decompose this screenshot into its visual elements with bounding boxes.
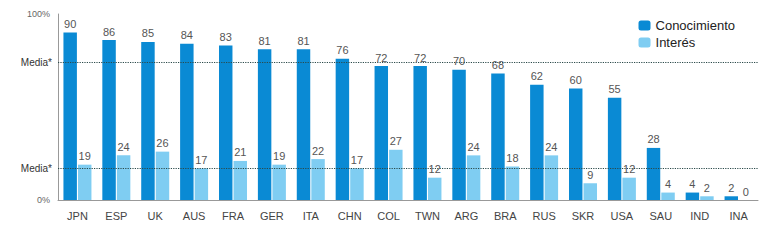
svg-text:RUS: RUS <box>532 210 555 222</box>
svg-text:27: 27 <box>390 135 402 147</box>
svg-text:CHN: CHN <box>338 210 362 222</box>
svg-text:SAU: SAU <box>649 210 672 222</box>
svg-text:AUS: AUS <box>183 210 206 222</box>
svg-text:100%: 100% <box>27 9 50 19</box>
svg-text:68: 68 <box>492 59 504 71</box>
svg-text:4: 4 <box>689 178 695 190</box>
svg-text:4: 4 <box>665 178 671 190</box>
svg-text:55: 55 <box>608 83 620 95</box>
svg-text:76: 76 <box>336 44 348 56</box>
svg-text:GER: GER <box>260 210 284 222</box>
svg-text:USA: USA <box>611 210 634 222</box>
svg-text:12: 12 <box>623 163 635 175</box>
svg-text:SKR: SKR <box>572 210 595 222</box>
svg-text:28: 28 <box>647 133 659 145</box>
svg-text:72: 72 <box>375 52 387 64</box>
svg-text:90: 90 <box>64 18 76 30</box>
svg-text:81: 81 <box>258 35 270 47</box>
svg-text:FRA: FRA <box>222 210 245 222</box>
svg-text:24: 24 <box>545 141 557 153</box>
svg-text:60: 60 <box>570 74 582 86</box>
svg-text:0%: 0% <box>37 195 50 205</box>
svg-text:JPN: JPN <box>67 210 88 222</box>
svg-text:62: 62 <box>531 70 543 82</box>
svg-text:18: 18 <box>506 152 518 164</box>
svg-text:Interés: Interés <box>656 35 696 50</box>
svg-text:2: 2 <box>728 182 734 194</box>
svg-text:12: 12 <box>429 163 441 175</box>
svg-text:Media*: Media* <box>21 163 52 174</box>
svg-text:72: 72 <box>414 52 426 64</box>
svg-text:ESP: ESP <box>105 210 127 222</box>
svg-text:Media*: Media* <box>21 57 52 68</box>
svg-text:19: 19 <box>79 150 91 162</box>
svg-text:BRA: BRA <box>494 210 517 222</box>
svg-text:Conocimiento: Conocimiento <box>656 18 736 33</box>
svg-text:ARG: ARG <box>454 210 478 222</box>
svg-text:70: 70 <box>453 55 465 67</box>
svg-text:26: 26 <box>156 137 168 149</box>
svg-text:UK: UK <box>148 210 164 222</box>
svg-text:21: 21 <box>234 146 246 158</box>
svg-text:IND: IND <box>690 210 709 222</box>
svg-text:9: 9 <box>587 169 593 181</box>
svg-text:ITA: ITA <box>303 210 320 222</box>
svg-text:0: 0 <box>743 186 749 198</box>
svg-text:INA: INA <box>729 210 748 222</box>
svg-text:17: 17 <box>351 154 363 166</box>
svg-text:81: 81 <box>297 35 309 47</box>
svg-text:86: 86 <box>103 26 115 38</box>
svg-text:COL: COL <box>377 210 400 222</box>
svg-text:84: 84 <box>181 29 193 41</box>
svg-text:83: 83 <box>220 31 232 43</box>
svg-text:22: 22 <box>312 145 324 157</box>
svg-text:TWN: TWN <box>415 210 440 222</box>
svg-text:24: 24 <box>467 141 479 153</box>
svg-text:85: 85 <box>142 27 154 39</box>
svg-text:24: 24 <box>117 141 129 153</box>
svg-text:2: 2 <box>704 182 710 194</box>
svg-text:19: 19 <box>273 150 285 162</box>
svg-text:17: 17 <box>195 154 207 166</box>
